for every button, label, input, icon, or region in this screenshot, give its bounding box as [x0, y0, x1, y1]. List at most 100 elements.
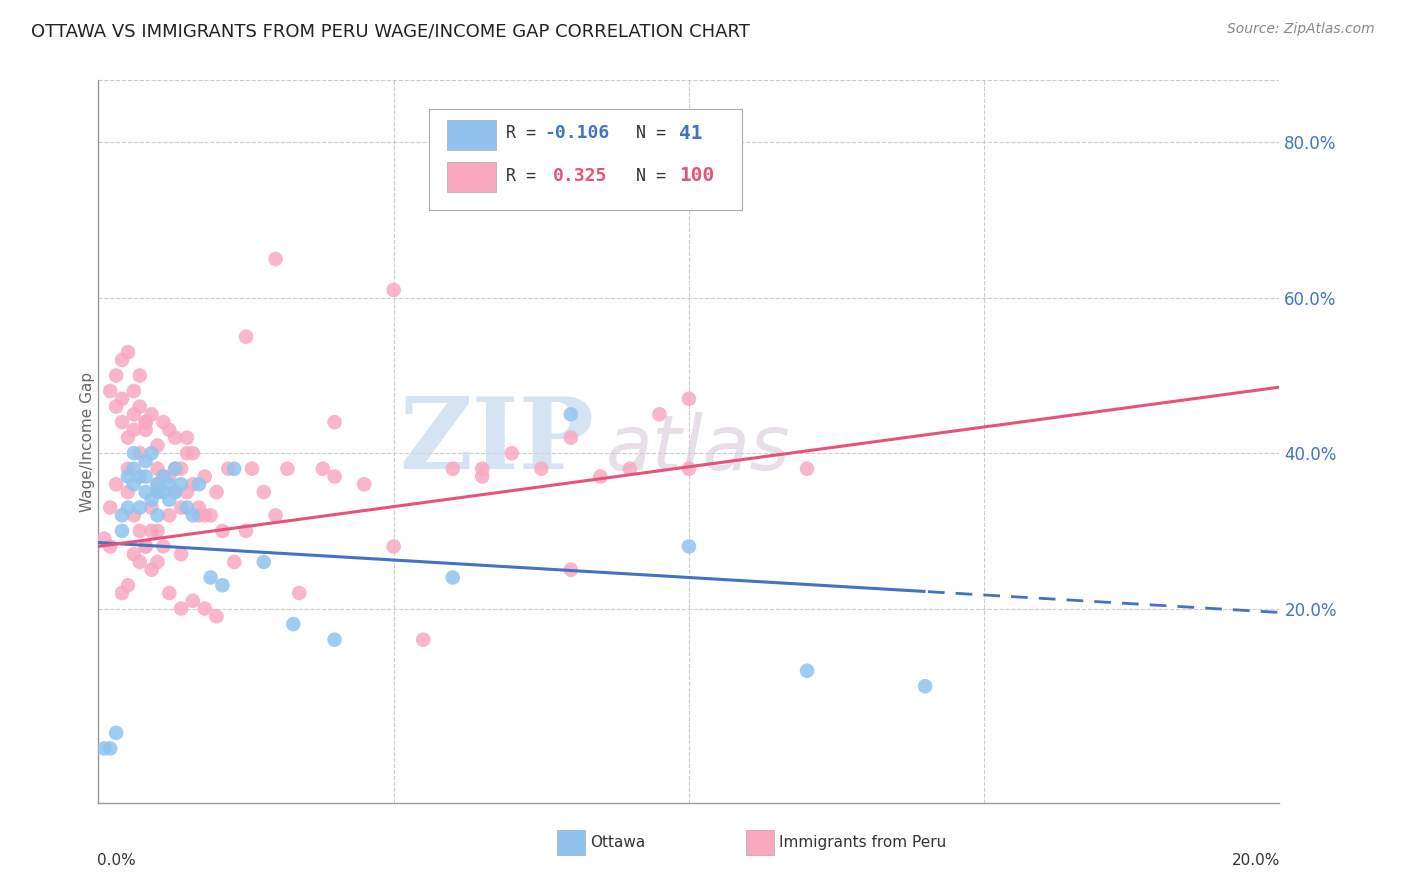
Point — [194, 601, 217, 615]
Point — [283, 617, 305, 632]
Point — [323, 415, 346, 429]
Point — [176, 485, 198, 500]
Point — [111, 415, 134, 429]
Point — [181, 508, 204, 523]
Point — [98, 540, 121, 554]
Point — [141, 408, 163, 422]
Point — [187, 508, 209, 523]
Point — [170, 500, 193, 515]
Point — [128, 368, 150, 383]
Point — [205, 609, 228, 624]
Point — [211, 578, 233, 592]
Point — [560, 408, 582, 422]
Point — [152, 469, 174, 483]
Point — [264, 508, 287, 523]
Point — [187, 500, 209, 515]
Point — [240, 461, 263, 475]
Point — [135, 469, 157, 483]
Point — [589, 469, 612, 483]
Point — [98, 384, 121, 398]
Point — [441, 570, 464, 584]
Point — [530, 461, 553, 475]
Point — [128, 469, 150, 483]
Point — [146, 461, 169, 475]
Point — [471, 469, 494, 483]
Point — [382, 283, 405, 297]
Point — [312, 461, 335, 475]
Point — [157, 508, 180, 523]
Point — [678, 461, 700, 475]
Point — [194, 469, 217, 483]
Point — [170, 477, 193, 491]
Text: Source: ZipAtlas.com: Source: ZipAtlas.com — [1227, 22, 1375, 37]
Point — [471, 461, 494, 475]
Point — [181, 594, 204, 608]
Point — [141, 563, 163, 577]
Point — [105, 726, 128, 740]
Point — [98, 741, 121, 756]
Point — [157, 586, 180, 600]
Point — [111, 586, 134, 600]
Point — [117, 578, 139, 592]
Text: 100: 100 — [679, 166, 714, 186]
Point — [678, 392, 700, 406]
Y-axis label: Wage/Income Gap: Wage/Income Gap — [80, 371, 94, 512]
Text: R =: R = — [506, 124, 546, 142]
Point — [146, 485, 169, 500]
Point — [122, 408, 145, 422]
Text: 0.325: 0.325 — [553, 167, 607, 185]
FancyBboxPatch shape — [429, 109, 742, 211]
Point — [170, 601, 193, 615]
Point — [560, 563, 582, 577]
Point — [122, 423, 145, 437]
Point — [276, 461, 298, 475]
Point — [353, 477, 375, 491]
Point — [152, 415, 174, 429]
Point — [224, 461, 246, 475]
Point — [678, 540, 700, 554]
Point — [648, 408, 671, 422]
Point — [170, 461, 193, 475]
Point — [122, 461, 145, 475]
FancyBboxPatch shape — [557, 830, 585, 855]
Text: R =: R = — [506, 167, 555, 185]
Point — [165, 431, 187, 445]
Point — [224, 555, 246, 569]
Point — [194, 508, 217, 523]
Point — [264, 252, 287, 266]
Point — [323, 469, 346, 483]
Point — [914, 679, 936, 693]
Point — [187, 477, 209, 491]
Point — [176, 431, 198, 445]
Point — [135, 454, 157, 468]
Point — [181, 446, 204, 460]
Point — [128, 446, 150, 460]
Point — [93, 741, 115, 756]
Point — [135, 415, 157, 429]
Point — [128, 524, 150, 538]
Text: N =: N = — [636, 167, 666, 185]
Point — [288, 586, 311, 600]
Point — [146, 477, 169, 491]
Point — [98, 500, 121, 515]
Point — [560, 431, 582, 445]
Point — [122, 384, 145, 398]
FancyBboxPatch shape — [447, 120, 496, 151]
Point — [796, 461, 818, 475]
Point — [128, 400, 150, 414]
Point — [135, 485, 157, 500]
Point — [141, 492, 163, 507]
Point — [135, 423, 157, 437]
Point — [382, 540, 405, 554]
Point — [111, 353, 134, 368]
Point — [93, 532, 115, 546]
Point — [105, 400, 128, 414]
Point — [141, 524, 163, 538]
Point — [152, 469, 174, 483]
Point — [235, 524, 257, 538]
Point — [105, 368, 128, 383]
Point — [146, 477, 169, 491]
Text: ZIP: ZIP — [399, 393, 595, 490]
Point — [141, 500, 163, 515]
Point — [165, 485, 187, 500]
